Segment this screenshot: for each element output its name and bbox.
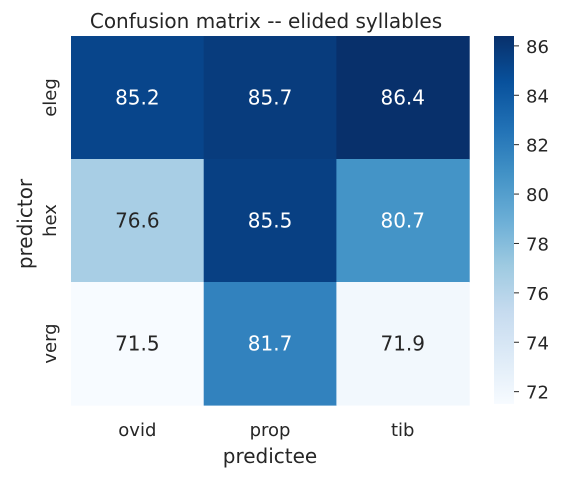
cell-value-label: 85.7	[248, 86, 293, 110]
colorbar-tick-label: 86	[526, 37, 549, 58]
colorbar-tick-label: 72	[526, 383, 549, 404]
cell-value-label: 76.6	[115, 209, 160, 233]
y-axis-ticks: eleg hex verg	[40, 78, 61, 363]
cell-value-label: 80.7	[380, 209, 425, 233]
heatmap-cell	[336, 282, 470, 406]
colorbar-tick-label: 84	[526, 86, 549, 107]
cell-value-label: 86.4	[380, 86, 425, 110]
colorbar-tick-label: 82	[526, 136, 549, 157]
cell-value-label: 71.9	[380, 332, 425, 356]
heatmap-cell	[71, 36, 205, 160]
heatmap-cells	[71, 36, 470, 406]
colorbar-tick-label: 80	[526, 185, 549, 206]
y-tick-label: hex	[40, 204, 61, 237]
heatmap-cell	[336, 36, 470, 160]
heatmap-cell	[71, 159, 205, 283]
heatmap-cell	[203, 282, 337, 406]
colorbar	[494, 36, 514, 404]
cell-value-label: 81.7	[248, 332, 293, 356]
colorbar-tick-label: 74	[526, 333, 549, 354]
chart-title: Confusion matrix -- elided syllables	[90, 9, 442, 33]
heatmap-cell	[203, 159, 337, 283]
colorbar-tick-label: 76	[526, 284, 549, 305]
x-axis-label: predictee	[223, 444, 317, 468]
x-tick-label: prop	[250, 420, 291, 441]
y-tick-label: eleg	[40, 78, 61, 117]
cell-value-label: 71.5	[115, 332, 160, 356]
x-axis-ticks: ovid prop tib	[118, 420, 414, 441]
cell-value-label: 85.5	[248, 209, 293, 233]
colorbar-tick-label: 78	[526, 234, 549, 255]
x-tick-label: tib	[391, 420, 414, 441]
cell-value-label: 85.2	[115, 86, 160, 110]
y-tick-label: verg	[40, 323, 61, 363]
heatmap-cell	[71, 282, 205, 406]
heatmap-cell-labels: 85.2 85.7 86.4 76.6 85.5 80.7 71.5 81.7 71.9	[115, 86, 425, 356]
heatmap-cell	[203, 36, 337, 160]
colorbar-ticks: 72 74 76 78 80 82 84 86	[514, 37, 549, 404]
heatmap-cell	[336, 159, 470, 283]
y-axis-label: predictor	[13, 178, 37, 269]
x-tick-label: ovid	[118, 420, 156, 441]
